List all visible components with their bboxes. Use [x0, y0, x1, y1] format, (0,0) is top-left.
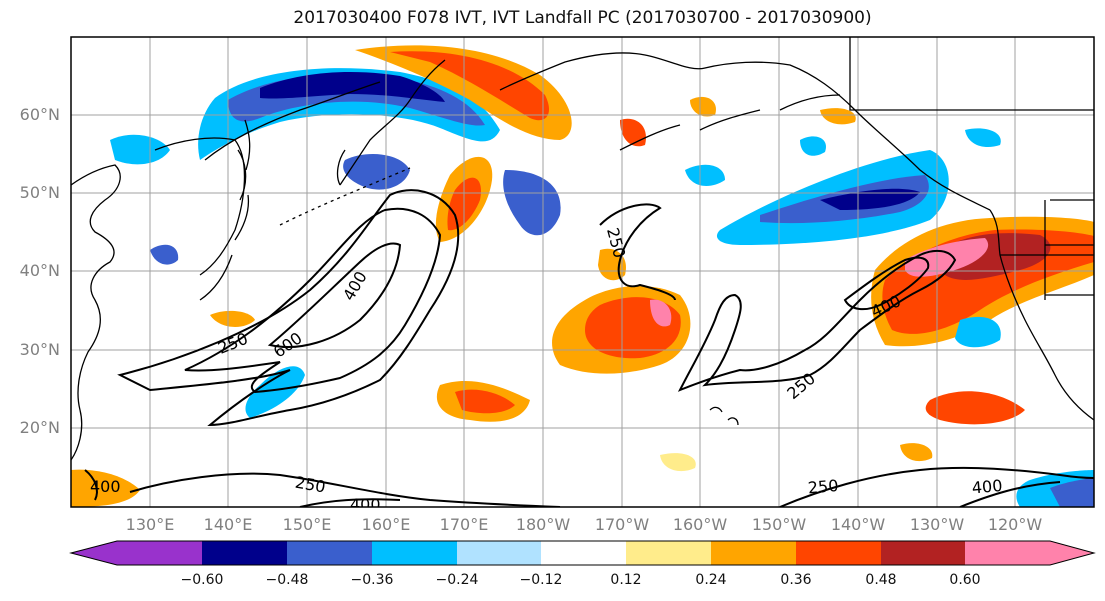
colorbar-cell — [202, 541, 287, 565]
lat-label: 20°N — [19, 418, 60, 437]
contour-label: 400 — [90, 477, 121, 496]
colorbar-tick-label: −0.12 — [519, 572, 563, 588]
lon-label: 170°E — [439, 515, 489, 534]
colorbar-cell — [626, 541, 711, 565]
lon-label: 150°W — [751, 515, 807, 534]
colorbar-tick-label: −0.60 — [180, 572, 224, 588]
map-title: 2017030400 F078 IVT, IVT Landfall PC (20… — [293, 8, 872, 28]
contour-label: 400 — [339, 268, 371, 304]
colorbar-extend-left — [71, 541, 117, 565]
lat-label: 50°N — [19, 183, 60, 202]
colorbar-extend-right — [1050, 541, 1094, 565]
lon-label: 160°W — [672, 515, 728, 534]
colorbar-cell — [711, 541, 796, 565]
colorbar-cell — [796, 541, 881, 565]
contour-label: 600 — [270, 328, 306, 361]
lon-label: 150°E — [282, 515, 332, 534]
colorbar-cell — [541, 541, 626, 565]
colorbar-tick-label: 0.60 — [949, 572, 981, 588]
colorbar-tick-label: −0.24 — [435, 572, 479, 588]
colorbar-cell — [372, 541, 457, 565]
colorbar-cell — [457, 541, 541, 565]
colorbar-cell — [287, 541, 372, 565]
colorbar — [69, 540, 1096, 566]
contour-label: 250 — [215, 329, 250, 358]
colorbar-tick-label: −0.36 — [350, 572, 394, 588]
lat-label: 60°N — [19, 105, 60, 124]
lon-label: 140°W — [830, 515, 886, 534]
contour-label: 400 — [971, 476, 1003, 498]
lon-label: 160°E — [361, 515, 411, 534]
colorbar-tick-label: 0.12 — [610, 572, 642, 588]
contour-label: 250 — [294, 473, 327, 497]
contour-labels: 250 400 600 400 250 250 250 400 250 400 … — [90, 226, 1003, 514]
colorbar-cell — [117, 541, 202, 565]
lon-label: 130°W — [909, 515, 965, 534]
lat-label: 40°N — [19, 261, 60, 280]
lon-label: 120°W — [987, 515, 1043, 534]
colorbar-tick-label: 0.36 — [780, 572, 812, 588]
lon-label: 130°E — [125, 515, 175, 534]
map-frame — [70, 36, 1095, 508]
ivt-contours — [84, 189, 1094, 507]
coastlines — [71, 37, 1094, 461]
lon-label: 170°W — [594, 515, 650, 534]
contour-label: 250 — [807, 476, 839, 498]
ivt-shading — [71, 45, 1094, 507]
graticule — [71, 37, 1094, 507]
lon-label: 180°W — [515, 515, 571, 534]
colorbar-outline — [69, 540, 1096, 566]
colorbar-cell — [881, 541, 965, 565]
lat-label: 30°N — [19, 340, 60, 359]
colorbar-tick-label: −0.48 — [265, 572, 309, 588]
colorbar-tick-label: 0.24 — [695, 572, 727, 588]
lon-label: 140°E — [203, 515, 253, 534]
colorbar-tick-label: 0.48 — [865, 572, 897, 588]
colorbar-cell — [965, 541, 1050, 565]
contour-label: 400 — [350, 495, 381, 514]
